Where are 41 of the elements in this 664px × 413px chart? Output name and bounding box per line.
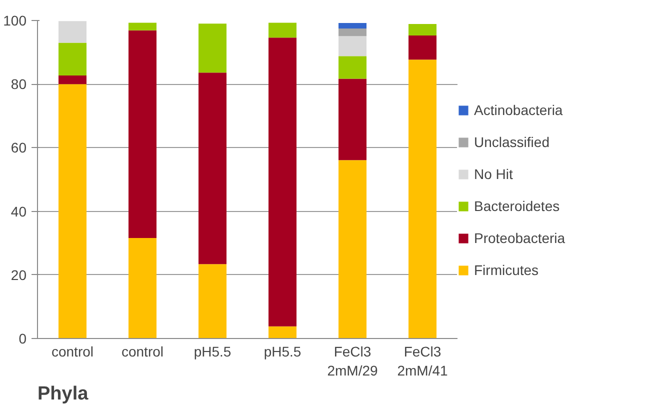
bar [58, 84, 86, 338]
x-tick-label: FeCl3 2mM/41 [397, 344, 448, 379]
y-tick-label: 40 [10, 203, 27, 220]
y-tick-label: 0 [18, 330, 27, 346]
legend-label: Proteobacteria [474, 230, 566, 246]
bar [268, 326, 296, 338]
bar [338, 56, 366, 79]
bar [268, 38, 296, 326]
bar [268, 22, 296, 38]
legend-label: Bacteroidetes [474, 198, 560, 214]
bar [338, 78, 366, 160]
bar [128, 30, 156, 238]
bar [338, 23, 366, 28]
x-tick-label: control [51, 344, 94, 360]
bar [338, 36, 366, 56]
bar [128, 22, 156, 30]
bar [408, 60, 436, 338]
bar [198, 264, 226, 338]
bar [338, 28, 366, 36]
bar [408, 24, 436, 36]
legend-label: Firmicutes [474, 262, 539, 278]
bar [58, 21, 86, 43]
bar [198, 72, 226, 264]
x-tick-label: control [121, 344, 164, 360]
text: Phyla [38, 384, 89, 404]
y-tick-label: 20 [10, 266, 27, 283]
bar [58, 76, 86, 84]
bar [128, 238, 156, 338]
legend-label: Unclassified [474, 134, 550, 150]
x-tick-label: FeCl3 2mM/29 [327, 344, 378, 379]
y-tick-label: 100 [3, 12, 27, 28]
bar [198, 24, 226, 73]
y-tick-label: 80 [10, 76, 27, 92]
bar [58, 42, 86, 76]
y-tick-label: 60 [10, 140, 27, 156]
legend-label: No Hit [474, 166, 513, 182]
x-tick-label: pH5.5 [194, 344, 232, 360]
legend-label: Actinobacteria [474, 102, 563, 118]
bar [408, 35, 436, 60]
bar [338, 160, 366, 338]
x-tick-label: pH5.5 [264, 344, 302, 360]
